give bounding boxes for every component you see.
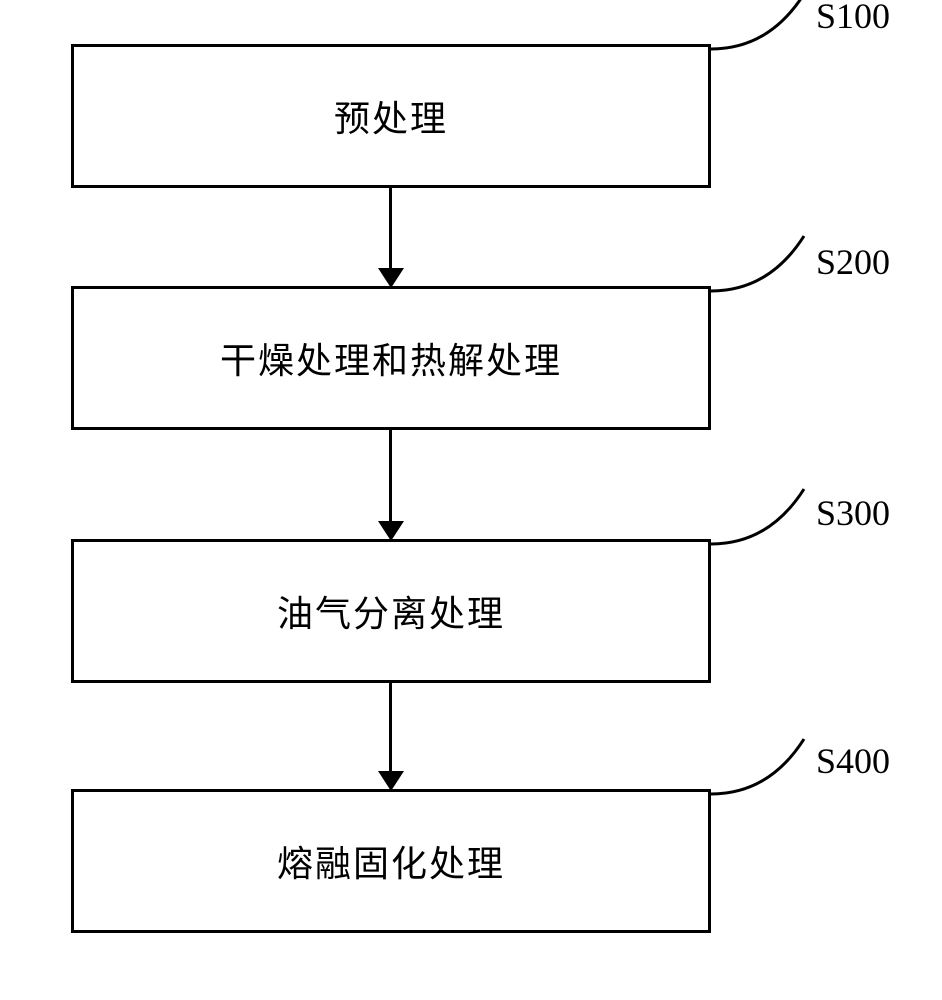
arrow-head-2: [376, 521, 406, 541]
flow-step-label-1: 预处理: [334, 90, 448, 142]
arrow-head-3: [376, 771, 406, 791]
arrow-line-1: [389, 188, 392, 272]
flow-step-box-1: 预处理: [71, 44, 711, 188]
step-id-label-3: S300: [816, 492, 890, 534]
flow-step-box-3: 油气分离处理: [71, 539, 711, 683]
step-id-label-2: S200: [816, 241, 890, 283]
step-id-label-1: S100: [816, 0, 890, 37]
flow-step-label-2: 干燥处理和热解处理: [220, 332, 562, 384]
step-id-label-4: S400: [816, 740, 890, 782]
flow-step-box-2: 干燥处理和热解处理: [71, 286, 711, 430]
arrow-line-3: [389, 683, 392, 775]
flow-step-label-3: 油气分离处理: [277, 585, 505, 637]
arrow-head-1: [376, 268, 406, 288]
arrow-line-2: [389, 430, 392, 525]
flow-step-box-4: 熔融固化处理: [71, 789, 711, 933]
flow-step-label-4: 熔融固化处理: [277, 835, 505, 887]
